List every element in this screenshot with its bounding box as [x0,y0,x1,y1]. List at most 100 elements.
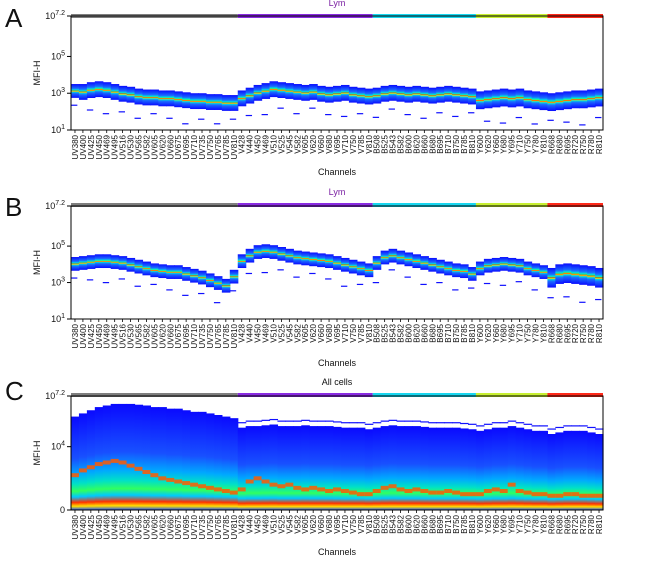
density-column [348,86,358,103]
x-tick-label: B710 [444,134,453,153]
density-column [380,85,390,102]
density-column [555,432,564,510]
x-tick-label: UV710 [190,134,199,159]
density-peak [158,476,167,481]
x-tick-label: B710 [444,514,453,533]
x-tick-label: UV785 [222,514,231,539]
y-tick-label: 107.2 [45,10,65,21]
density-peak [348,490,358,495]
y-tick-label: 101 [51,124,65,135]
x-tick-label: Y750 [524,134,533,153]
x-tick-label: B680 [428,514,437,533]
x-tick-label: B785 [460,134,469,153]
density-outlier [237,422,247,424]
density-column [587,89,596,108]
density-outlier [71,277,78,279]
panel-label-c: C [5,376,24,406]
density-outlier [396,420,406,422]
density-outlier [86,109,94,111]
density-column [539,430,549,510]
x-tick-label: B543 [389,323,398,342]
density-outlier [499,122,507,124]
x-tick-label: Y810 [539,323,548,342]
x-tick-label: UV810 [230,134,239,159]
y-axis-label: MFI-H [32,441,42,466]
y-tick-label: 107.2 [45,390,65,401]
x-tick-label: V582 [293,134,302,153]
density-column [539,92,549,111]
laser-group-bar-lime [475,203,548,207]
x-tick-label: UV400 [79,134,88,159]
density-column [340,427,350,510]
density-column [213,415,223,510]
density-outlier [428,422,437,424]
density-outlier [483,282,491,285]
density-column [71,257,80,271]
x-tick-label: B750 [452,323,461,342]
density-outlier [499,284,507,286]
x-tick-label: R780 [587,323,596,343]
density-outlier [293,420,302,422]
density-outlier [309,272,316,275]
density-outlier [380,420,390,422]
density-column [499,427,509,510]
density-peak [110,458,120,463]
density-column [213,94,223,110]
density-outlier [547,428,556,430]
x-tick-label: Y600 [476,134,485,153]
density-outlier [388,269,395,271]
x-tick-label: Y710 [516,323,525,342]
density-column [94,407,104,510]
y-tick-label: 107.2 [45,200,65,211]
density-column [166,408,175,510]
density-outlier [531,425,541,427]
density-column [253,84,263,101]
x-tick-label: UV582 [142,514,151,539]
density-column [428,87,437,104]
density-column [571,430,580,510]
density-column [547,93,556,112]
panel-a-chart: Lym107.2105103101UV380UV400UV425UV450UV4… [32,0,604,177]
density-column [277,247,286,261]
density-outlier [420,117,427,119]
density-peak [237,487,247,492]
density-column [158,90,167,107]
x-tick-label: V605 [301,134,310,153]
x-tick-label: V810 [365,134,374,153]
density-column [364,263,374,278]
density-column [126,86,136,103]
density-column [452,427,461,510]
x-tick-label: B660 [420,134,429,153]
x-tick-label: UV425 [87,514,96,539]
density-outlier [309,420,318,422]
density-column [198,93,207,110]
density-column [325,86,334,103]
density-outlier [134,117,141,119]
x-tick-label: UV675 [174,514,183,539]
density-column [110,255,120,269]
x-tick-label: Y780 [532,514,541,533]
density-column [134,88,144,105]
density-outlier [333,421,342,423]
x-axis-label: Channels [318,167,357,177]
x-tick-label: V582 [293,514,302,533]
density-column [205,273,215,288]
density-outlier [483,423,493,425]
density-outlier [436,112,443,114]
x-tick-label: Y780 [532,134,541,153]
density-column [372,87,382,104]
density-column [388,425,398,510]
density-column [325,254,334,269]
density-column [388,84,398,101]
density-column [340,84,350,101]
density-peak [420,489,429,493]
x-tick-label: B508 [373,514,382,533]
density-outlier [452,289,459,291]
density-outlier [404,276,411,278]
density-peak [78,468,88,473]
x-tick-label: UV380 [71,323,80,348]
density-outlier [261,419,271,421]
x-tick-label: Y750 [524,323,533,342]
density-column [142,405,152,510]
density-column [277,82,286,99]
